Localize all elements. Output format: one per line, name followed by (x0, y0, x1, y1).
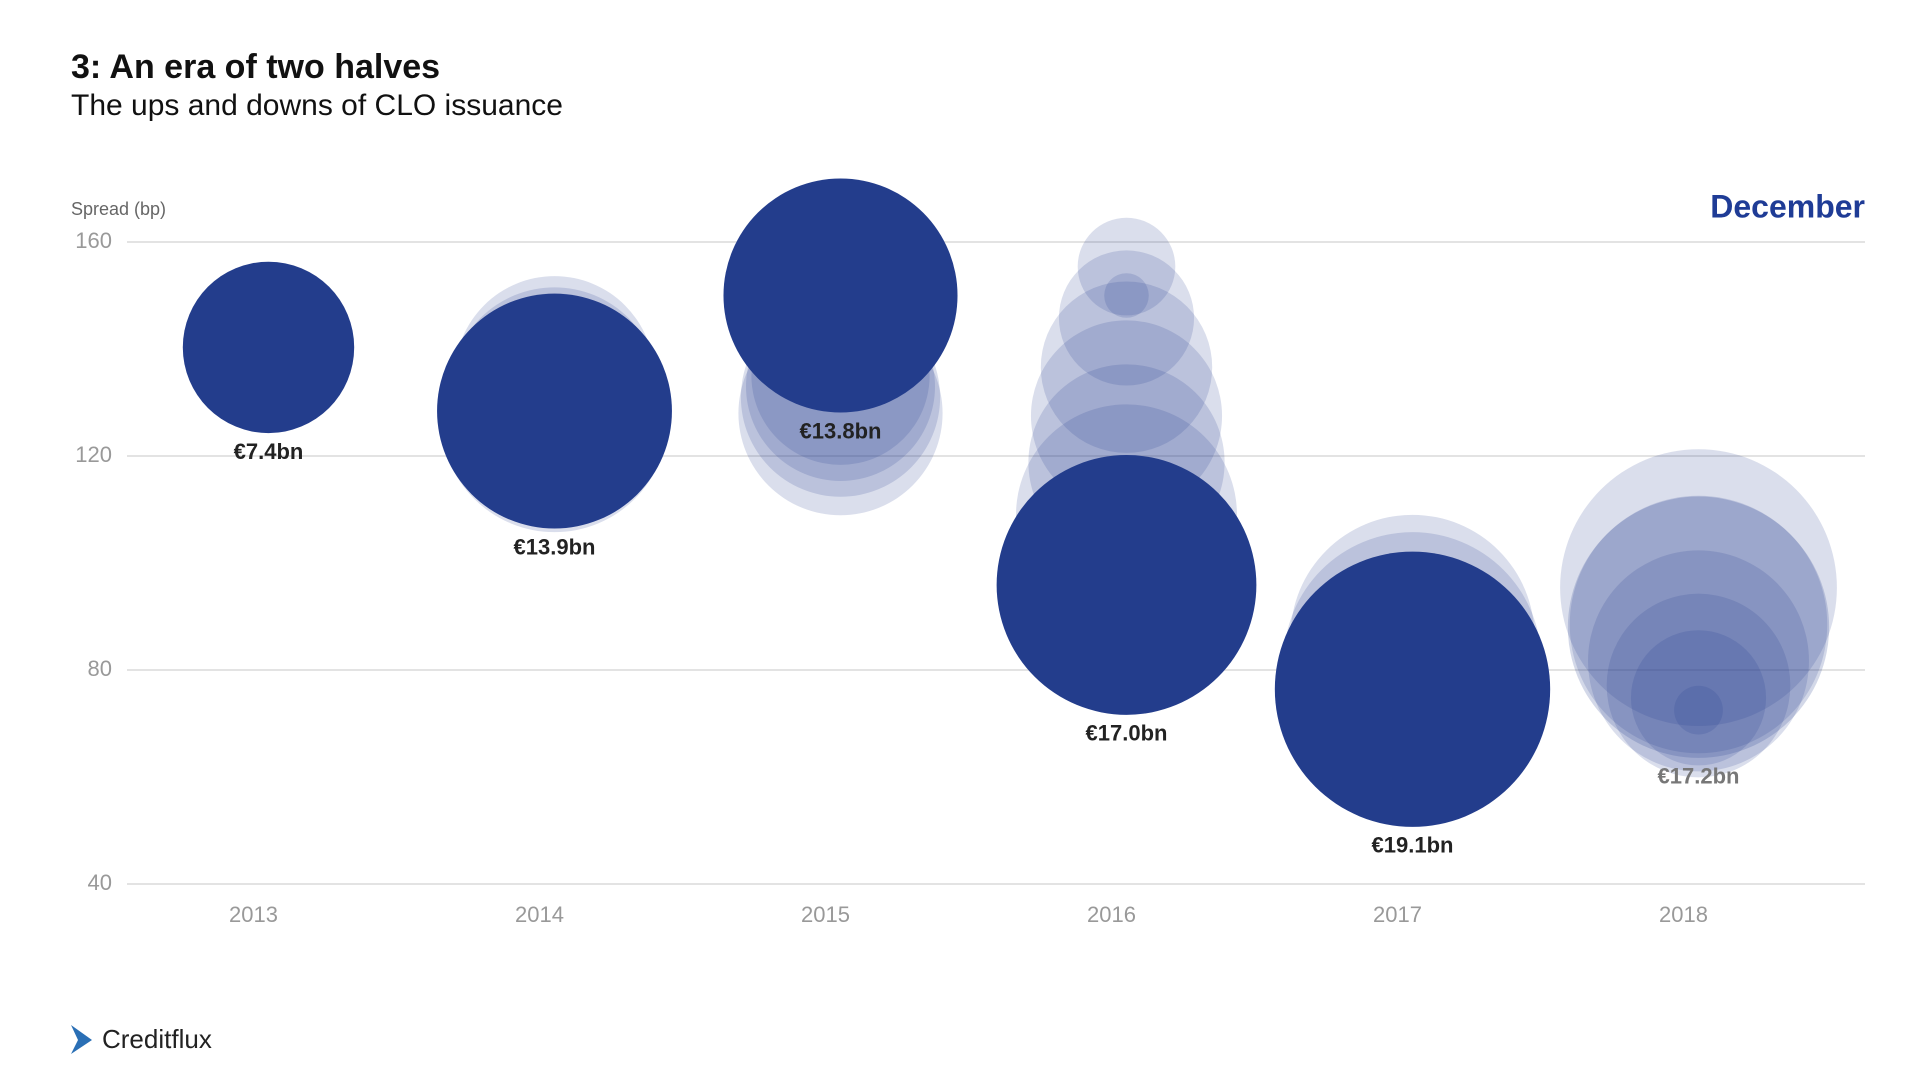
bubble (1674, 685, 1723, 735)
bubble (1030, 320, 1223, 512)
brand-logo (71, 1025, 92, 1054)
brand-name: Creditflux (102, 1024, 212, 1054)
y-tick-label: 80 (88, 656, 112, 681)
bubble (1606, 593, 1791, 778)
plot-area: 40 80 120 160 2013 2014 2015 2016 2017 2018 €7.4bn… (75, 178, 1865, 927)
bubble (1077, 217, 1176, 316)
x-tick-label: 2015 (801, 902, 850, 927)
chart-subtitle: The ups and downs of CLO issuance (71, 89, 563, 122)
bubble (723, 178, 958, 413)
bubble (1040, 281, 1213, 453)
bubble (996, 455, 1257, 715)
y-tick-label: 160 (75, 228, 112, 253)
y-axis-label: Spread (bp) (71, 199, 166, 219)
value-label: €7.4bn (234, 439, 304, 464)
value-label: €17.0bn (1086, 721, 1168, 746)
bubble (437, 293, 672, 529)
x-tick-label: 2016 (1087, 902, 1136, 927)
y-tick-label: 120 (75, 442, 112, 467)
bubble (1567, 496, 1830, 758)
x-tick-label: 2013 (229, 902, 278, 927)
bubble (1058, 250, 1195, 386)
bubble (182, 261, 355, 434)
bubble (1274, 551, 1551, 827)
chart-title: 3: An era of two halves (71, 48, 440, 86)
x-tick-label: 2017 (1373, 902, 1422, 927)
value-label: €13.8bn (800, 418, 882, 443)
y-tick-label: 40 (88, 870, 112, 895)
value-label: €17.2bn (1658, 764, 1740, 789)
value-label: €13.9bn (514, 534, 596, 559)
bubble (1630, 630, 1767, 766)
bubble (1588, 550, 1809, 772)
x-tick-label: 2018 (1659, 902, 1708, 927)
bubble (1569, 495, 1828, 754)
value-label: €19.1bn (1372, 833, 1454, 858)
month-annotation: December (1710, 188, 1865, 224)
bubble (1104, 273, 1149, 318)
x-tick-label: 2014 (515, 902, 564, 927)
bubble (1560, 449, 1837, 726)
